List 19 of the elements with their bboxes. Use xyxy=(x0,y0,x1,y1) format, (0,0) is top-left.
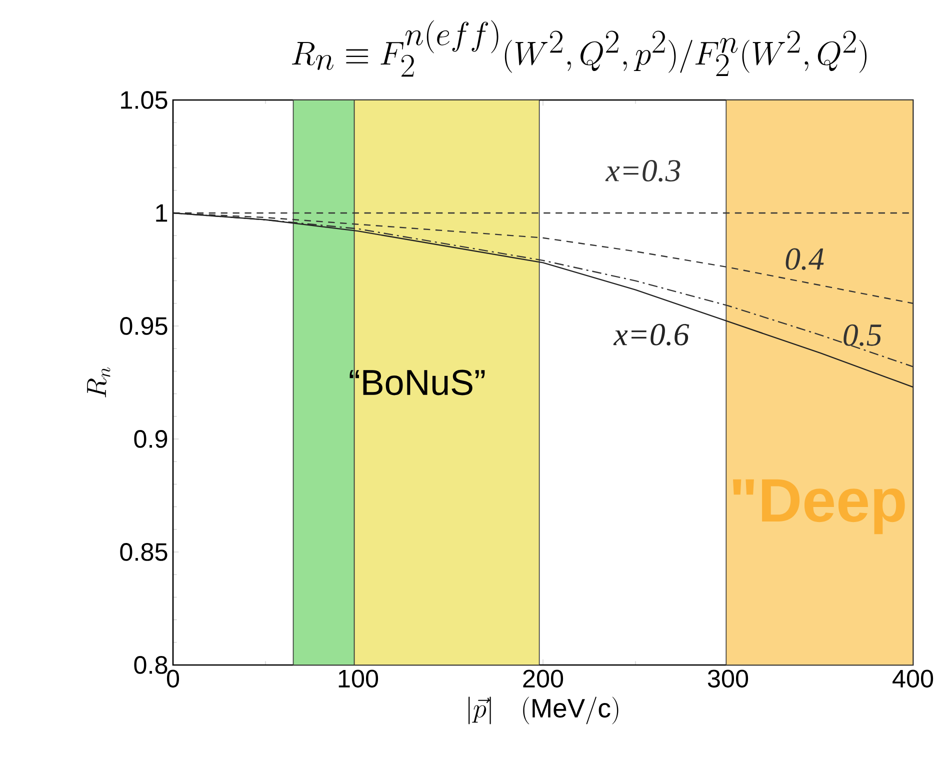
x-axis-title: $|\vec{p}|\quad(\mathrm{MeV/c})$ xyxy=(468,696,618,724)
y-tick-label: 1 xyxy=(156,204,168,222)
annotation: "Deep xyxy=(733,479,905,534)
x-tick-label: 0 xyxy=(166,670,180,688)
y-tick-label: 0.85 xyxy=(120,543,168,561)
x-tick-label: 100 xyxy=(338,670,378,688)
series-label: 0.5 xyxy=(844,324,882,346)
y-tick-label: 0.9 xyxy=(134,430,168,448)
series-label: 0.4 xyxy=(786,248,824,270)
chart-title: $R_n \equiv F_2^{n(eff)}(W^2,Q^2,p^2)/F_2^n(W^2,Q^2)$ xyxy=(292,20,867,77)
series-label: x=0.6 xyxy=(613,324,690,346)
y-tick-label: 0.8 xyxy=(134,656,168,674)
x-tick-label: 300 xyxy=(708,670,748,688)
x-tick-label: 200 xyxy=(523,670,564,688)
series-label: x=0.3 xyxy=(605,160,680,182)
y-axis-title: $R_n$ xyxy=(87,368,110,398)
x-tick-label: 400 xyxy=(892,670,934,688)
y-tick-label: 1.05 xyxy=(121,91,168,109)
y-tick-label: 0.95 xyxy=(120,317,168,335)
